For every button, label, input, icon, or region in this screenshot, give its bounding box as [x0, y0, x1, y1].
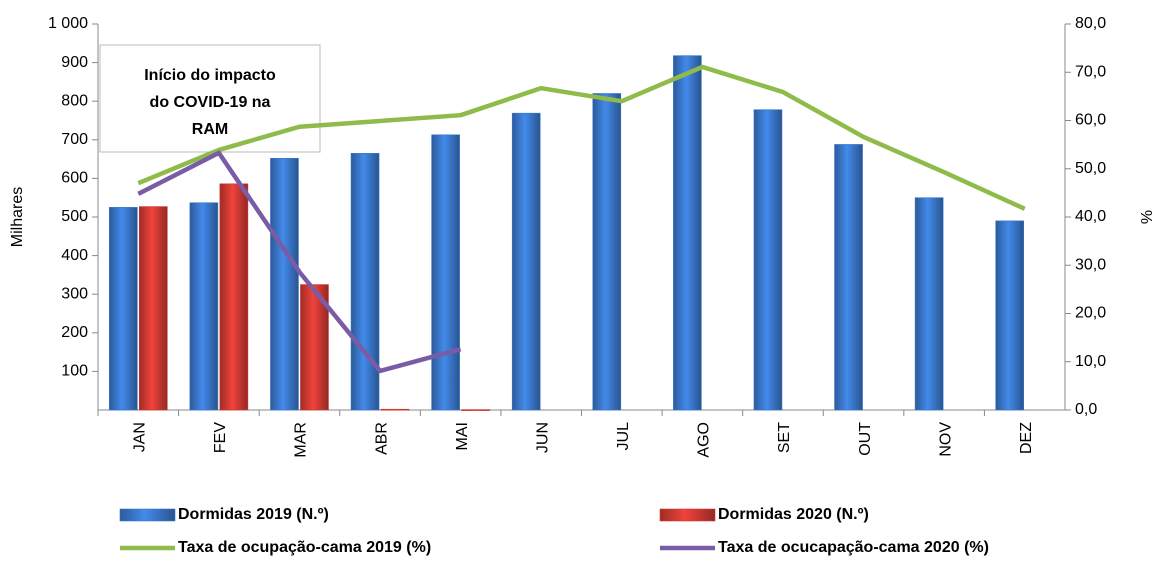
y2-axis-label: % [1139, 210, 1156, 224]
annotation-text: do COVID-19 na [150, 94, 271, 111]
y-tick-label: 100 [61, 363, 88, 380]
y-tick-label: 600 [61, 170, 88, 187]
bar [219, 183, 249, 411]
bar [995, 220, 1025, 411]
y2-tick-label: 50,0 [1075, 160, 1106, 177]
bar [270, 158, 299, 411]
legend-swatch [659, 508, 716, 522]
annotation-text: RAM [192, 121, 228, 138]
bar [108, 207, 138, 411]
bar [673, 55, 702, 411]
x-tick-label: DEZ [1018, 422, 1035, 454]
x-tick-label: JAN [132, 422, 149, 452]
y2-tick-label: 20,0 [1075, 305, 1106, 322]
x-tick-label: MAR [293, 422, 310, 458]
legend-label: Taxa de ocupação-cama 2019 (%) [178, 539, 431, 556]
legend-swatch [119, 508, 176, 522]
x-tick-label: MAI [454, 422, 471, 450]
bar [592, 93, 622, 411]
line [137, 64, 1026, 211]
bar [380, 408, 410, 411]
y-tick-label: 400 [61, 247, 88, 264]
bar [914, 197, 944, 411]
legend-label: Dormidas 2020 (N.º) [718, 506, 869, 523]
y-tick-label: 200 [61, 324, 88, 341]
y2-tick-label: 80,0 [1075, 15, 1106, 32]
bar [753, 109, 783, 411]
y-tick-label: 800 [61, 92, 88, 109]
y2-tick-label: 30,0 [1075, 256, 1106, 273]
line [137, 150, 462, 374]
x-tick-label: JUN [534, 422, 551, 453]
annotation-text: Início do impacto [144, 67, 276, 84]
bar [834, 144, 863, 411]
y2-tick-label: 10,0 [1075, 353, 1106, 370]
bar [461, 409, 490, 411]
x-tick-label: NOV [937, 422, 954, 457]
x-tick-label: JUL [615, 422, 632, 451]
annotation-box [99, 44, 321, 153]
y-tick-label: 1 000 [48, 15, 88, 32]
x-tick-label: OUT [857, 422, 874, 456]
bar [350, 153, 380, 411]
legend-label: Taxa de ocucapação-cama 2020 (%) [718, 539, 989, 556]
y2-tick-label: 40,0 [1075, 208, 1106, 225]
bar [189, 202, 219, 411]
y-tick-label: 700 [61, 131, 88, 148]
y2-tick-label: 70,0 [1075, 63, 1106, 80]
bar [511, 112, 541, 411]
x-tick-label: AGO [696, 422, 713, 458]
y2-tick-label: 60,0 [1075, 112, 1106, 129]
x-tick-label: ABR [373, 422, 390, 455]
bar [300, 284, 329, 411]
x-tick-label: SET [776, 422, 793, 453]
x-tick-label: FEV [212, 422, 229, 453]
y-axis-label: Milhares [9, 187, 26, 247]
bar [431, 134, 460, 411]
y-tick-label: 900 [61, 54, 88, 71]
y-tick-label: 300 [61, 285, 88, 302]
y-tick-label: 500 [61, 208, 88, 225]
y2-tick-label: 0,0 [1075, 401, 1097, 418]
bar [138, 206, 168, 411]
legend-label: Dormidas 2019 (N.º) [178, 506, 329, 523]
